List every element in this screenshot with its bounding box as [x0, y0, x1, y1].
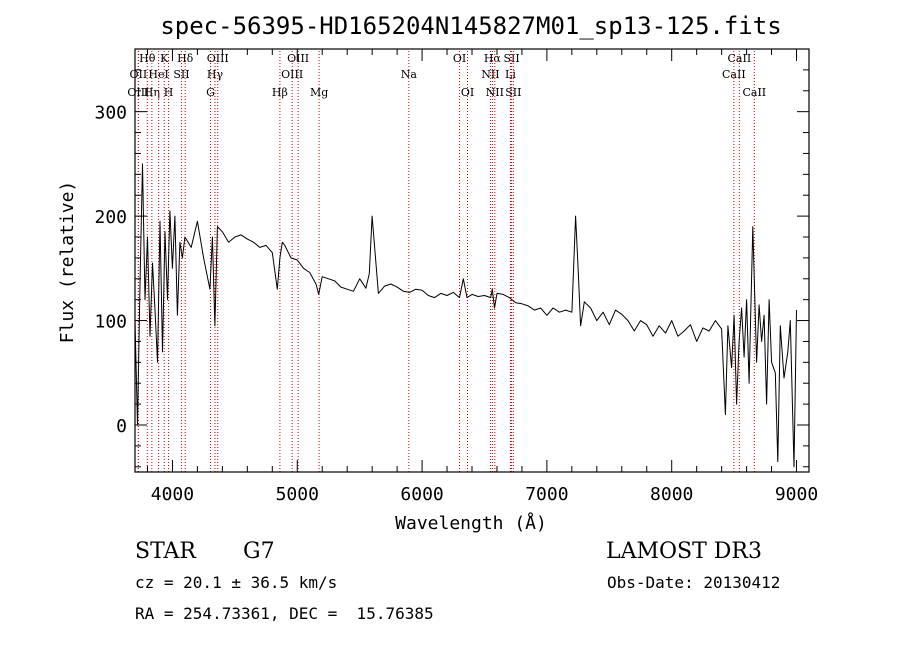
x-axis-label: Wavelength (Å) — [395, 512, 547, 534]
marker-label-23: SII — [503, 52, 519, 65]
y-tick-label-1: 100 — [94, 312, 127, 333]
plot-frame — [134, 48, 810, 473]
x-tick-label-0: 4000 — [151, 484, 194, 505]
marker-label-27: CaII — [742, 86, 766, 99]
marker-label-1: OII — [130, 68, 148, 81]
observation-date: Obs-Date: 20130412 — [607, 573, 781, 592]
chart-title: spec-56395-HD165204N145827M01_sp13-125.f… — [160, 12, 781, 40]
marker-label-22: Li — [505, 68, 516, 81]
marker-label-2: OIII — [127, 86, 149, 99]
axis-ticks: 4000 5000 6000 7000 8000 9000 0 100 200 300 — [94, 49, 818, 505]
object-class: STAR — [135, 539, 196, 564]
marker-label-9: G — [206, 86, 215, 99]
spectrum-line — [134, 163, 797, 468]
marker-label-3: Hη — [144, 86, 160, 99]
marker-label-11: OIII — [207, 52, 229, 65]
marker-label-5: K — [160, 52, 169, 65]
survey-name: LAMOST DR3 — [606, 539, 762, 564]
marker-label-21: NII — [486, 86, 504, 99]
y-tick-label-2: 200 — [94, 207, 127, 228]
redshift-velocity: cz = 20.1 ± 36.5 km/s — [135, 573, 338, 592]
marker-label-24: SII — [505, 86, 521, 99]
marker-label-4: HeI — [148, 68, 168, 81]
marker-label-18: OI — [461, 86, 474, 99]
object-subclass: G7 — [243, 539, 275, 564]
spectrum-chart: spec-56395-HD165204N145827M01_sp13-125.f… — [57, 12, 818, 534]
x-tick-label-1: 5000 — [276, 484, 319, 505]
x-tick-label-3: 7000 — [525, 484, 568, 505]
marker-label-10: Hγ — [207, 68, 224, 81]
x-tick-label-4: 8000 — [650, 484, 693, 505]
marker-label-20: Hα — [484, 52, 502, 65]
marker-label-7: SII — [173, 68, 189, 81]
marker-label-25: CaII — [722, 68, 746, 81]
marker-label-26: CaII — [728, 52, 752, 65]
marker-label-16: Na — [401, 68, 418, 81]
marker-label-15: Mg — [310, 86, 328, 99]
marker-label-17: OI — [453, 52, 466, 65]
x-tick-label-2: 6000 — [400, 484, 443, 505]
spectral-line-markers: HθOIIOIIIHηHeIKHSIIHδGHγOIIIHβOIIIOIIIMg… — [127, 51, 766, 472]
x-tick-label-5: 9000 — [775, 484, 818, 505]
marker-label-19: NII — [481, 68, 499, 81]
y-tick-label-0: 0 — [116, 416, 127, 437]
marker-label-6: H — [164, 86, 174, 99]
marker-label-12: Hβ — [272, 86, 288, 99]
marker-label-8: Hδ — [177, 52, 194, 65]
marker-label-13: OIII — [281, 68, 303, 81]
y-tick-label-3: 300 — [94, 103, 127, 124]
y-axis-label: Flux (relative) — [57, 181, 78, 344]
coordinates: RA = 254.73361, DEC = 15.76385 — [135, 604, 434, 623]
marker-label-14: OIII — [287, 52, 309, 65]
marker-label-0: Hθ — [139, 52, 156, 65]
